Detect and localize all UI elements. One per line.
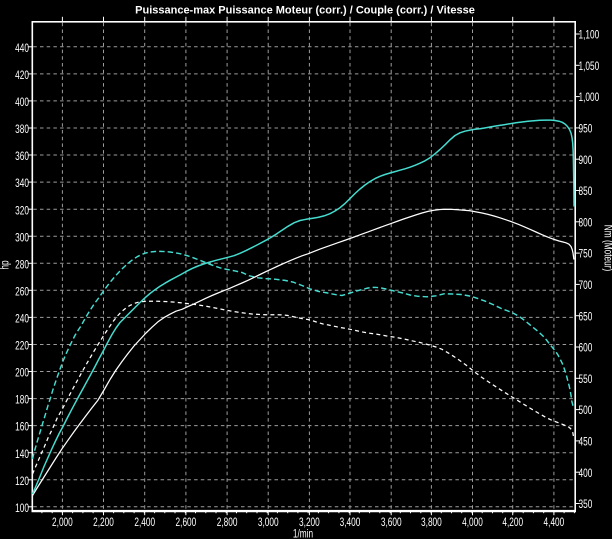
svg-text:3,200: 3,200	[299, 517, 320, 530]
svg-text:3,800: 3,800	[421, 517, 442, 530]
svg-text:2,200: 2,200	[93, 517, 114, 530]
svg-text:400: 400	[15, 97, 29, 110]
svg-text:180: 180	[15, 395, 29, 408]
svg-text:240: 240	[15, 313, 29, 326]
svg-text:140: 140	[15, 449, 29, 462]
svg-text:650: 650	[579, 311, 593, 324]
svg-text:1/min: 1/min	[293, 528, 313, 539]
svg-text:600: 600	[579, 342, 593, 355]
svg-text:750: 750	[579, 249, 593, 262]
svg-text:380: 380	[15, 124, 29, 137]
svg-text:120: 120	[15, 476, 29, 489]
svg-text:2,800: 2,800	[217, 517, 238, 530]
svg-text:1,000: 1,000	[579, 92, 600, 105]
svg-text:950: 950	[579, 123, 593, 136]
svg-text:440: 440	[15, 43, 29, 56]
svg-text:3,400: 3,400	[340, 517, 361, 530]
svg-text:2,600: 2,600	[176, 517, 197, 530]
svg-text:Puissance-max Puissance Moteur: Puissance-max Puissance Moteur (corr.) /…	[135, 5, 475, 17]
svg-text:1,100: 1,100	[579, 29, 600, 42]
svg-text:260: 260	[15, 286, 29, 299]
svg-text:100: 100	[15, 503, 29, 516]
svg-text:2,400: 2,400	[134, 517, 155, 530]
svg-text:1,050: 1,050	[579, 61, 600, 74]
svg-text:3,000: 3,000	[258, 517, 279, 530]
svg-text:3,600: 3,600	[381, 517, 402, 530]
svg-text:320: 320	[15, 205, 29, 218]
svg-text:4,000: 4,000	[462, 517, 483, 530]
svg-text:400: 400	[579, 468, 593, 481]
svg-text:200: 200	[15, 367, 29, 380]
svg-text:Nm (Moteur): Nm (Moteur)	[601, 225, 612, 271]
svg-text:300: 300	[15, 232, 29, 245]
svg-text:800: 800	[579, 217, 593, 230]
svg-text:4,200: 4,200	[502, 517, 523, 530]
svg-text:360: 360	[15, 151, 29, 164]
svg-text:hp: hp	[0, 260, 12, 270]
svg-text:900: 900	[579, 155, 593, 168]
svg-text:350: 350	[579, 499, 593, 512]
svg-text:500: 500	[579, 405, 593, 418]
svg-text:160: 160	[15, 422, 29, 435]
svg-text:420: 420	[15, 70, 29, 83]
svg-text:700: 700	[579, 280, 593, 293]
svg-text:340: 340	[15, 178, 29, 191]
svg-text:220: 220	[15, 340, 29, 353]
svg-text:450: 450	[579, 436, 593, 449]
svg-text:280: 280	[15, 259, 29, 272]
svg-text:2,000: 2,000	[52, 517, 73, 530]
svg-text:4,400: 4,400	[544, 517, 565, 530]
svg-text:550: 550	[579, 374, 593, 387]
svg-text:850: 850	[579, 186, 593, 199]
